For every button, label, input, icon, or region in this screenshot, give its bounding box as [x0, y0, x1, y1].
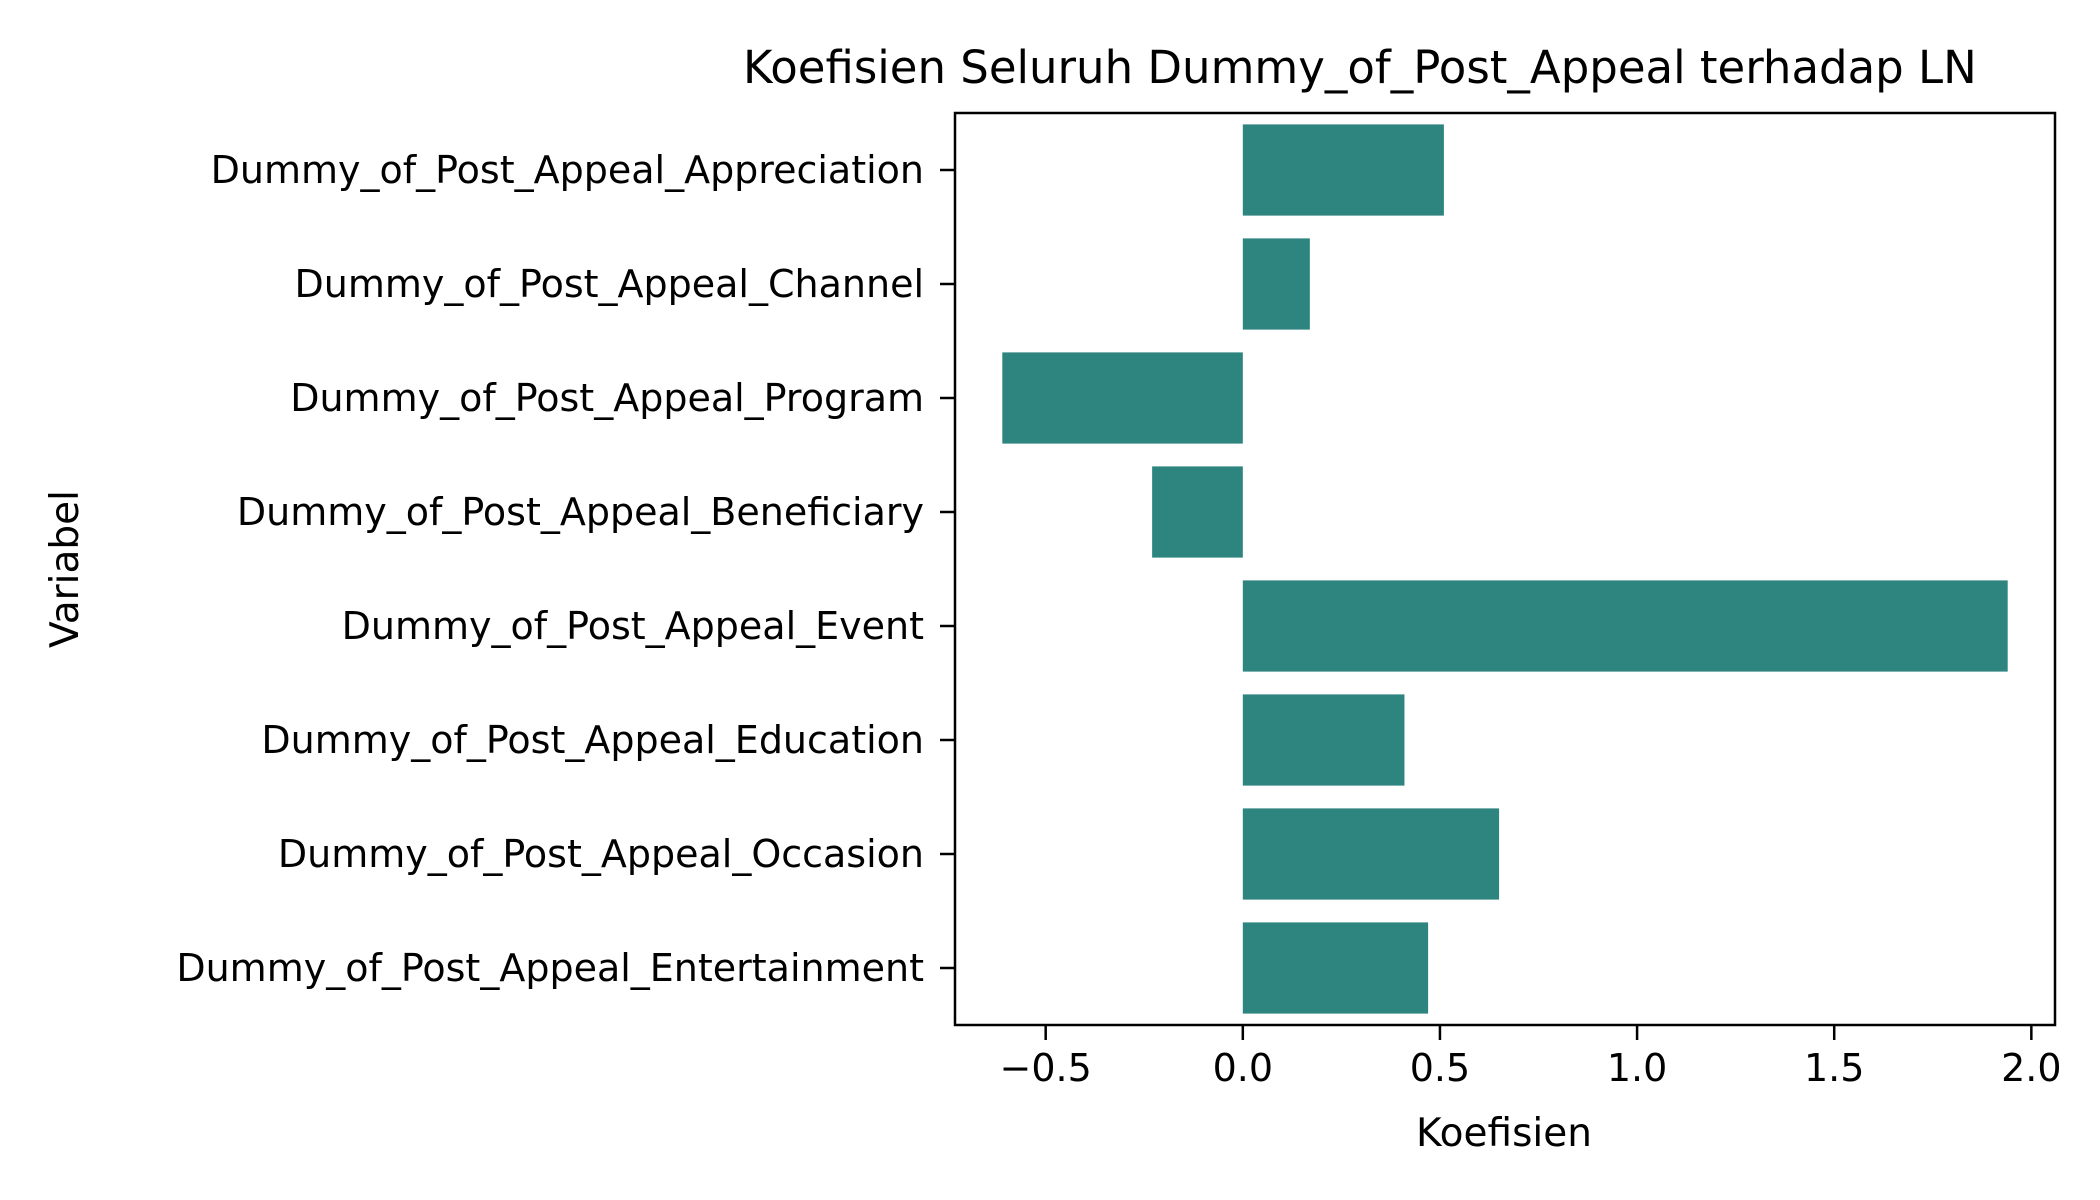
y-tick-label: Dummy_of_Post_Appeal_Channel: [295, 262, 924, 306]
bar: [1242, 922, 1429, 1014]
bar: [1242, 808, 1500, 900]
bar: [1242, 694, 1405, 786]
bar: [1002, 352, 1243, 444]
chart-title: Koefisien Seluruh Dummy_of_Post_Appeal t…: [743, 41, 1977, 94]
x-tick-label: 2.0: [2001, 1046, 2061, 1090]
y-tick-label: Dummy_of_Post_Appeal_Entertainment: [176, 946, 924, 990]
x-axis: −0.5 0.0 0.5 1.0 1.5 2.0: [1000, 1025, 2062, 1090]
x-tick-label: 1.5: [1804, 1046, 1864, 1090]
x-tick-label: 0.5: [1410, 1046, 1470, 1090]
x-tick-label: 1.0: [1607, 1046, 1667, 1090]
x-tick-label: 0.0: [1213, 1046, 1273, 1090]
y-tick-label: Dummy_of_Post_Appeal_Occasion: [278, 832, 924, 876]
bar: [1152, 466, 1243, 558]
y-tick-label: Dummy_of_Post_Appeal_Program: [290, 376, 924, 420]
y-tick-label: Dummy_of_Post_Appeal_Beneficiary: [237, 490, 924, 534]
bars-group: [1002, 124, 2008, 1014]
x-axis-label: Koefisien: [1416, 1111, 1592, 1156]
axes-frame: [953, 111, 2057, 1027]
y-tick-label: Dummy_of_Post_Appeal_Appreciation: [211, 148, 924, 192]
x-tick-label: −0.5: [1000, 1046, 1092, 1090]
y-axis: Dummy_of_Post_Appeal_Appreciation Dummy_o…: [176, 148, 955, 990]
bar: [1242, 238, 1310, 330]
y-axis-label: Variabel: [43, 490, 88, 648]
bar: [1242, 124, 1444, 216]
y-tick-label: Dummy_of_Post_Appeal_Event: [342, 604, 924, 648]
y-tick-label: Dummy_of_Post_Appeal_Education: [261, 718, 924, 762]
bar: [1242, 580, 2008, 672]
